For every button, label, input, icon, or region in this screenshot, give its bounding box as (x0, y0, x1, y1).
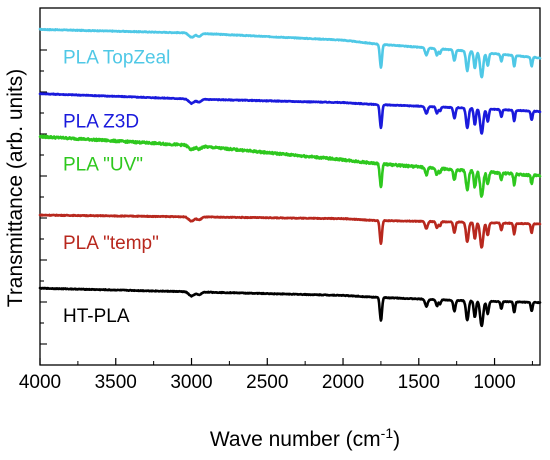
x-axis-title: Wave number (cm-1) (210, 425, 400, 451)
x-tick-label-2: 3000 (170, 372, 212, 393)
series-line-2 (38, 134, 542, 198)
y-axis-ticks (40, 28, 47, 345)
series-label-3: PLA "temp" (63, 233, 159, 254)
series-line-4 (38, 286, 542, 328)
series-label-4: HT-PLA (63, 306, 130, 327)
x-axis-title-sup: -1 (381, 425, 394, 441)
series-label-2: PLA "UV" (63, 155, 143, 176)
x-tick-label-6: 1000 (473, 372, 515, 393)
x-tick-label-5: 1500 (398, 372, 440, 393)
plot-frame (39, 7, 541, 366)
series-label-0: PLA TopZeal (63, 47, 170, 68)
series-lines (38, 27, 542, 328)
series-label-1: PLA Z3D (63, 112, 139, 133)
x-tick-label-3: 2500 (246, 372, 288, 393)
x-tick-label-0: 4000 (19, 372, 61, 393)
x-axis-title-main: Wave number (cm (210, 428, 381, 451)
x-tick-label-1: 3500 (95, 372, 137, 393)
series-line-0 (38, 27, 542, 79)
x-tick-label-4: 2000 (322, 372, 364, 393)
y-axis-title: Transmittance (arb. units) (4, 69, 27, 307)
x-axis-ticks: 4000 3500 3000 2500 2000 1500 1000 (19, 358, 533, 393)
series-line-1 (38, 92, 542, 135)
series-labels: PLA TopZeal PLA Z3D PLA "UV" PLA "temp" HT-P… (63, 47, 170, 327)
x-axis-title-suffix: ) (393, 428, 400, 451)
series-line-3 (38, 213, 542, 249)
